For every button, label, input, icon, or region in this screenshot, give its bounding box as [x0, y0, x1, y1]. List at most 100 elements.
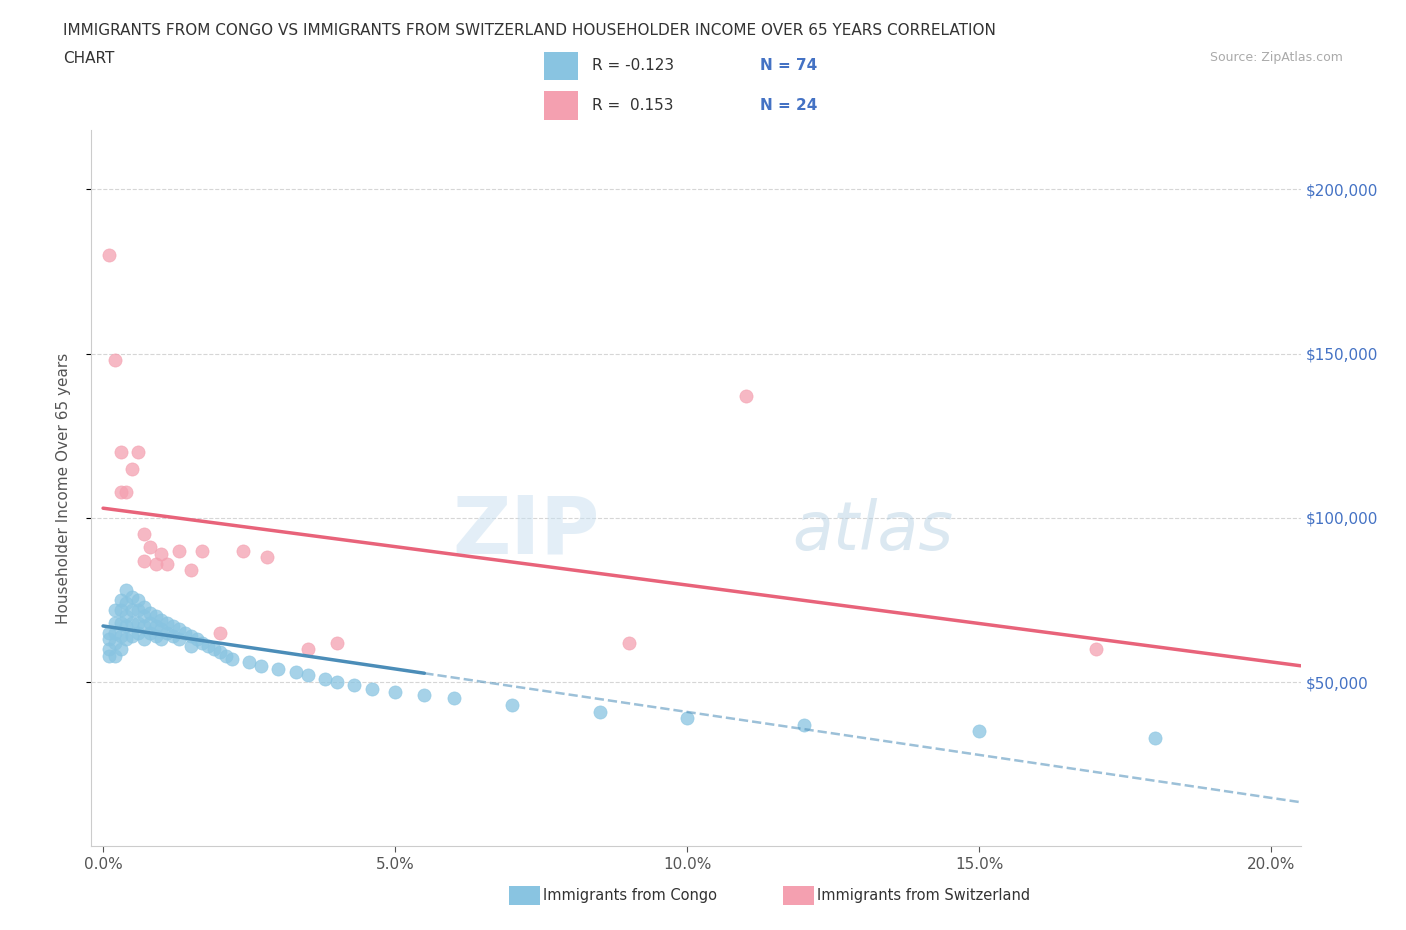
Point: [413, 688, 436, 703]
Text: Immigrants from Switzerland: Immigrants from Switzerland: [817, 888, 1031, 903]
Point: [110, 642, 132, 657]
Point: [121, 590, 143, 604]
Point: [139, 625, 162, 640]
Point: [115, 618, 138, 633]
Point: [256, 550, 278, 565]
Point: [1143, 730, 1166, 745]
Point: [208, 645, 231, 660]
Text: R =  0.153: R = 0.153: [592, 98, 673, 113]
Point: [97, 648, 120, 663]
Point: [202, 642, 225, 657]
Point: [180, 639, 202, 654]
Point: [197, 639, 219, 654]
Text: R = -0.123: R = -0.123: [592, 59, 673, 73]
Point: [139, 605, 162, 620]
Point: [110, 592, 132, 607]
Point: [297, 642, 319, 657]
Text: atlas: atlas: [793, 498, 953, 565]
Point: [145, 609, 167, 624]
Text: Source: ZipAtlas.com: Source: ZipAtlas.com: [1209, 51, 1343, 64]
Point: [180, 629, 202, 644]
Point: [132, 526, 155, 541]
Point: [127, 616, 149, 631]
Point: [104, 635, 127, 650]
Point: [150, 547, 173, 562]
Point: [97, 625, 120, 640]
Text: CHART: CHART: [63, 51, 115, 66]
Point: [215, 648, 238, 663]
Point: [360, 681, 382, 696]
Point: [325, 635, 347, 650]
Point: [121, 629, 143, 644]
Point: [343, 678, 366, 693]
Point: [110, 485, 132, 499]
Point: [115, 631, 138, 646]
Point: [139, 540, 162, 555]
Point: [232, 543, 254, 558]
Point: [267, 661, 290, 676]
Text: Immigrants from Congo: Immigrants from Congo: [543, 888, 717, 903]
Point: [110, 629, 132, 644]
Point: [110, 603, 132, 618]
Point: [104, 352, 127, 367]
Point: [588, 704, 610, 719]
Point: [384, 684, 406, 699]
Point: [139, 616, 162, 631]
Point: [186, 631, 208, 646]
Point: [145, 618, 167, 633]
Point: [127, 603, 149, 618]
Point: [676, 711, 699, 725]
Point: [110, 445, 132, 459]
Point: [249, 658, 271, 673]
Point: [238, 655, 260, 670]
Point: [443, 691, 465, 706]
Text: ZIP: ZIP: [451, 492, 599, 570]
Point: [132, 599, 155, 614]
Point: [104, 616, 127, 631]
Y-axis label: Householder Income Over 65 years: Householder Income Over 65 years: [56, 352, 70, 624]
Point: [132, 631, 155, 646]
Point: [132, 553, 155, 568]
Point: [97, 642, 120, 657]
Text: N = 74: N = 74: [761, 59, 818, 73]
Point: [127, 625, 149, 640]
Point: [208, 625, 231, 640]
Point: [297, 668, 319, 683]
Point: [162, 618, 184, 633]
Point: [145, 556, 167, 571]
Point: [127, 445, 149, 459]
Point: [284, 665, 307, 680]
Point: [121, 461, 143, 476]
Point: [132, 618, 155, 633]
Text: IMMIGRANTS FROM CONGO VS IMMIGRANTS FROM SWITZERLAND HOUSEHOLDER INCOME OVER 65 : IMMIGRANTS FROM CONGO VS IMMIGRANTS FROM…: [63, 23, 995, 38]
Point: [121, 616, 143, 631]
Point: [180, 563, 202, 578]
Point: [156, 625, 179, 640]
Point: [156, 556, 179, 571]
Point: [314, 671, 336, 686]
Point: [967, 724, 990, 738]
Point: [167, 622, 190, 637]
Point: [150, 622, 173, 637]
Point: [167, 543, 190, 558]
Point: [191, 635, 214, 650]
Point: [501, 698, 523, 712]
Point: [127, 592, 149, 607]
Point: [156, 616, 179, 631]
Point: [173, 625, 195, 640]
Point: [221, 652, 243, 667]
Point: [104, 648, 127, 663]
Bar: [544, 91, 578, 120]
Point: [145, 629, 167, 644]
Point: [104, 603, 127, 618]
Point: [121, 603, 143, 618]
Point: [1085, 642, 1108, 657]
Point: [104, 625, 127, 640]
Point: [150, 631, 173, 646]
Bar: [544, 51, 578, 80]
Point: [110, 616, 132, 631]
Point: [793, 717, 815, 732]
Point: [115, 485, 138, 499]
Point: [191, 543, 214, 558]
Point: [115, 609, 138, 624]
